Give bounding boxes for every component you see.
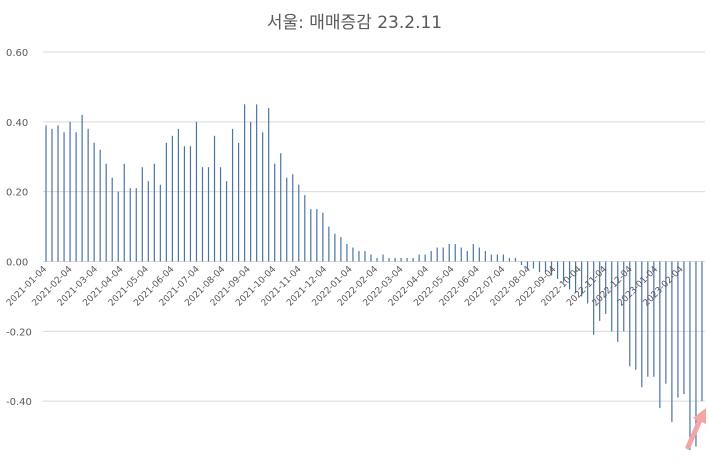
y-tick-label: 0.00 [6, 258, 28, 269]
y-tick-label: -0.40 [6, 397, 32, 408]
y-tick-label: -0.20 [6, 327, 32, 338]
annotation-arrow-head [693, 408, 706, 424]
y-tick-label: 0.20 [6, 188, 28, 199]
chart-title: 서울: 매매증감 23.2.11 [266, 13, 443, 33]
y-tick-label: 0.60 [6, 48, 28, 59]
annotation-arrow-shaft [685, 415, 704, 450]
y-tick-label: 0.40 [6, 118, 28, 129]
